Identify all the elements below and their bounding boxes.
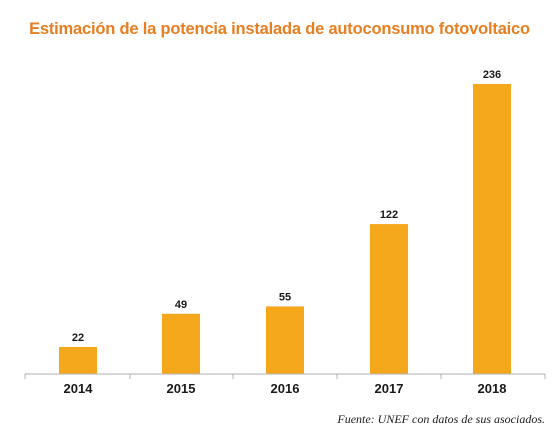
x-tick-label-2016: 2016 — [271, 381, 300, 396]
bar-2015 — [162, 313, 200, 374]
data-label-2018: 236 — [483, 69, 501, 81]
x-tick-label-2015: 2015 — [167, 381, 196, 396]
source-note: Fuente: UNEF con datos de sus asociados. — [337, 412, 545, 426]
bars-group — [59, 84, 511, 374]
x-tick-label-2018: 2018 — [478, 381, 507, 396]
data-label-2014: 22 — [72, 332, 84, 344]
x-tick-marks — [24, 374, 546, 379]
bar-2018 — [473, 84, 511, 374]
bar-2014 — [59, 346, 97, 374]
data-label-2016: 55 — [279, 291, 291, 303]
x-tick-label-2014: 2014 — [64, 381, 94, 396]
bar-2017 — [370, 224, 408, 374]
data-label-2015: 49 — [175, 299, 187, 311]
chart-title: Estimación de la potencia instalada de a… — [29, 20, 530, 38]
bar-2016 — [266, 306, 304, 374]
data-label-2017: 122 — [380, 209, 398, 221]
x-tick-labels: 2014 2015 2016 2017 2018 — [64, 381, 507, 396]
x-tick-label-2017: 2017 — [375, 381, 404, 396]
data-labels-group: 22 49 55 122 236 — [72, 69, 501, 344]
